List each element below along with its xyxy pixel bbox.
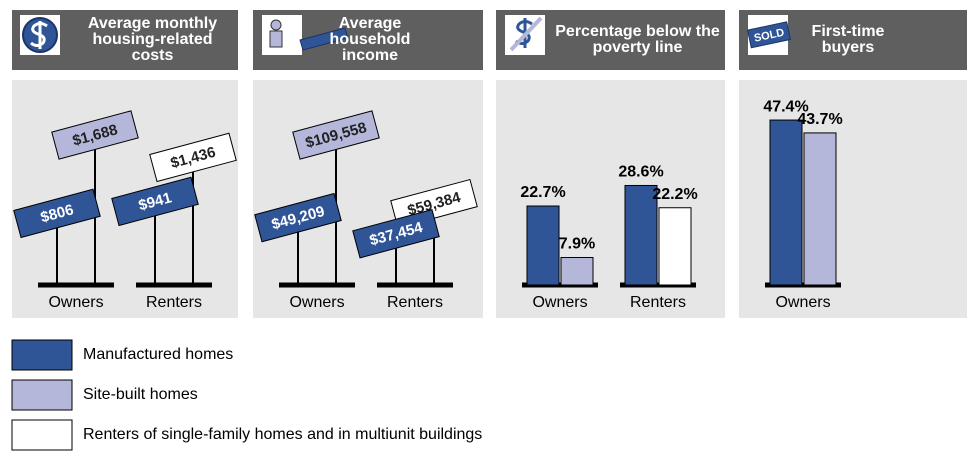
category-label: Owners (289, 294, 344, 311)
bar (624, 184, 658, 286)
tag (746, 21, 792, 49)
panel-title: Percentage below the poverty line (555, 23, 720, 56)
category-label: Renters (146, 294, 202, 311)
sign: $941 (111, 176, 199, 227)
sign-icon (299, 27, 349, 51)
legend-swatch (11, 339, 73, 371)
bar (658, 207, 692, 286)
legend-swatch (11, 419, 73, 451)
sign: $1,688 (51, 110, 139, 160)
bar (526, 205, 560, 286)
icons: SOLD (20, 15, 792, 55)
sign: $1,436 (149, 132, 237, 183)
bar (769, 119, 803, 286)
legend-label: Renters of single-family homes and in mu… (83, 426, 483, 443)
person-body (269, 30, 283, 48)
sign-board (352, 208, 440, 259)
sign-board (13, 188, 101, 239)
legend-label: Site-built homes (83, 386, 198, 403)
value-label: 28.6% (618, 164, 663, 181)
sign-board (149, 132, 237, 183)
sign-board (254, 192, 342, 243)
bar (560, 257, 594, 286)
value-label: 22.7% (520, 184, 565, 201)
sign-board (292, 110, 380, 160)
strike (509, 16, 543, 52)
bar (803, 132, 837, 286)
category-label: Owners (532, 294, 587, 311)
sign: $49,209 (254, 192, 342, 243)
value-label: 22.2% (652, 186, 697, 203)
legend-swatch (11, 379, 73, 411)
category-label: Renters (387, 294, 443, 311)
panel-title: Average household income (329, 15, 411, 64)
sign-board (51, 110, 139, 160)
panel-title: Average monthly housing-related costs (87, 15, 218, 64)
sign: $806 (13, 188, 101, 239)
value-label: 43.7% (797, 111, 842, 128)
legend-label: Manufactured homes (83, 346, 234, 363)
value-label: 7.9% (559, 236, 595, 253)
sold-tag: SOLD (746, 21, 792, 49)
category-label: Renters (630, 294, 686, 311)
value-label: 47.4% (763, 98, 808, 115)
dollar-sign (30, 21, 48, 49)
category-label: Owners (775, 294, 830, 311)
category-label: Owners (48, 294, 103, 311)
person-head (270, 19, 282, 31)
sign-board (111, 176, 199, 227)
panel-title: First-time buyers (811, 23, 885, 56)
